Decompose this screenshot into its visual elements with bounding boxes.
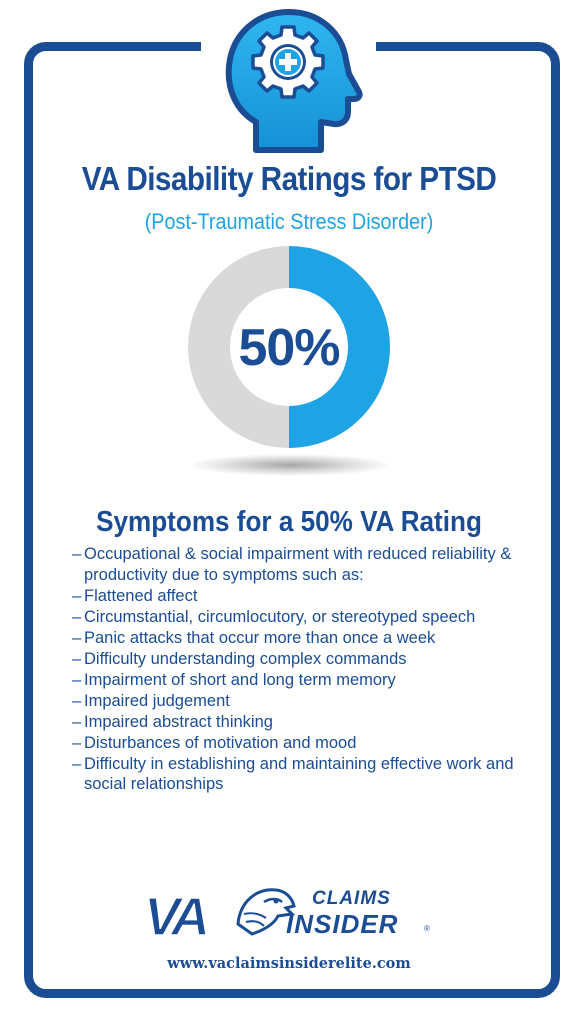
rating-percent-label: 50% [238,319,340,377]
eagle-head-icon [234,884,296,942]
content-card [24,42,560,998]
symptom-item: Disturbances of motivation and mood [72,733,532,754]
symptom-item: Flattened affect [72,586,532,607]
symptoms-list: Occupational & social impairment with re… [72,544,532,795]
symptom-item: Circumstantial, circumlocutory, or stere… [72,607,532,628]
symptom-item: Impairment of short and long term memory [72,670,532,691]
website-url: www.vaclaimsinsiderelite.com [167,955,411,972]
page-subtitle: (Post-Traumatic Stress Disorder) [144,209,434,234]
symptom-item: Impaired abstract thinking [72,712,532,733]
rating-donut-chart [186,244,392,450]
donut-fill-arc [288,246,390,448]
page-title: VA Disability Ratings for PTSD [81,160,497,197]
donut-shadow [190,454,390,476]
symptom-item: Impaired judgement [72,691,532,712]
symptom-item: Difficulty in establishing and maintaini… [72,754,532,795]
logo-claims-text: CLAIMS [312,888,391,909]
logo-insider-text: INSIDER [286,909,399,939]
va-claims-insider-logo: VA CLAIMS INSIDER ® [136,884,436,948]
symptom-item: Panic attacks that occur more than once … [72,628,532,649]
logo-registered-mark: ® [424,924,430,933]
symptom-item: Difficulty understanding complex command… [72,649,532,670]
symptom-item: Occupational & social impairment with re… [72,544,532,585]
logo-va-text: VA [143,886,211,948]
head-gear-medical-cross-icon [201,0,376,160]
symptoms-heading: Symptoms for a 50% VA Rating [96,506,482,538]
